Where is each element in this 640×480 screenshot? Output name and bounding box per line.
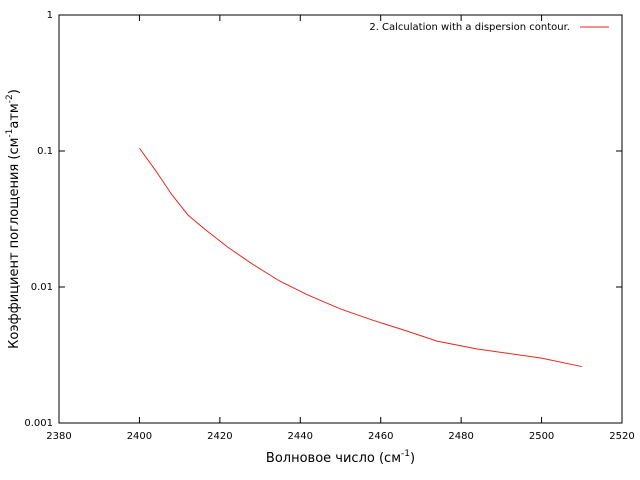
x-tick-label: 2500 <box>529 431 554 442</box>
x-tick-label: 2380 <box>46 431 71 442</box>
x-tick-label: 2420 <box>207 431 232 442</box>
label-part: атм <box>7 103 22 128</box>
y-tick-label: 1 <box>47 10 53 21</box>
label-part: Коэффициент поглощения (см <box>7 138 22 349</box>
ylabel-label: Коэффициент поглощения (см-1атм-2) <box>5 89 22 349</box>
legend-label: 2. Calculation with a dispersion contour… <box>369 22 570 33</box>
superscript: -2 <box>5 94 15 103</box>
x-tick-label: 2400 <box>127 431 152 442</box>
data-line <box>139 147 582 368</box>
xlabel-label: Волновое число (см-1) <box>266 449 415 466</box>
y-tick-label: 0.01 <box>31 282 53 293</box>
x-tick-label: 2520 <box>609 431 634 442</box>
superscript: -1 <box>401 449 410 459</box>
label-part: ) <box>7 89 22 94</box>
x-tick-label: 2480 <box>448 431 473 442</box>
label-part: ) <box>410 451 415 466</box>
superscript: -1 <box>5 129 15 138</box>
x-tick-label: 2460 <box>368 431 393 442</box>
y-tick-label: 0.1 <box>37 146 53 157</box>
plot-frame <box>58 14 623 424</box>
label-part: Волновое число (см <box>266 451 401 466</box>
y-tick-label: 0.001 <box>24 418 53 429</box>
x-tick-label: 2440 <box>288 431 313 442</box>
